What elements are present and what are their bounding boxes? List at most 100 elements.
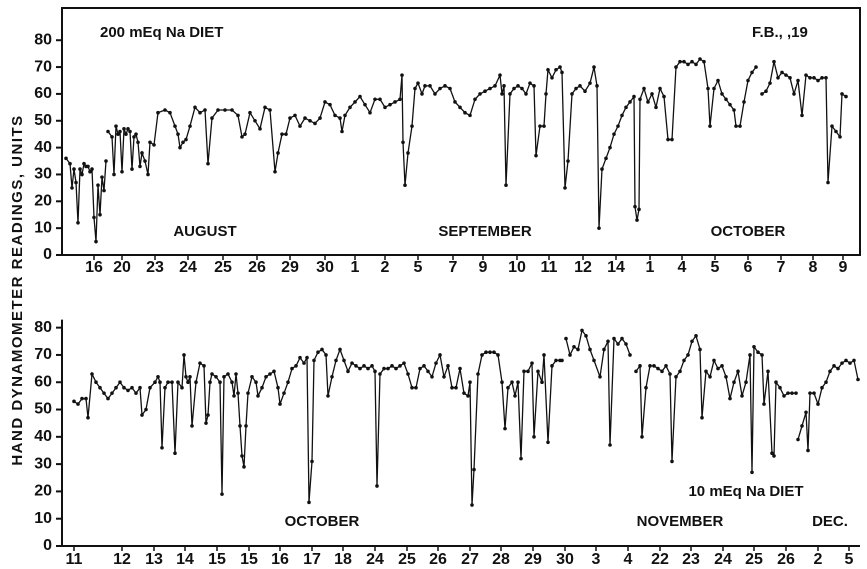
- x-tick-label: 5: [711, 259, 720, 276]
- data-point: [620, 113, 624, 118]
- x-tick-label: 9: [839, 259, 848, 276]
- data-point: [302, 361, 306, 365]
- data-point: [118, 129, 122, 134]
- data-point: [583, 89, 587, 94]
- data-point: [198, 110, 202, 115]
- data-point: [708, 374, 712, 379]
- data-point: [620, 336, 624, 341]
- data-point: [358, 94, 362, 99]
- data-point: [222, 374, 226, 379]
- data-point: [764, 89, 768, 94]
- data-point: [343, 113, 347, 118]
- data-point: [220, 492, 224, 496]
- data-point: [638, 364, 642, 368]
- data-point: [840, 92, 844, 96]
- data-point: [634, 369, 638, 374]
- data-point: [824, 380, 828, 385]
- data-point: [186, 380, 190, 385]
- data-point: [554, 67, 558, 72]
- y-tick-label: 0: [43, 246, 52, 263]
- data-point: [824, 76, 828, 80]
- data-point: [206, 161, 210, 166]
- data-point: [240, 454, 244, 458]
- data-point: [446, 364, 450, 368]
- data-point: [560, 70, 564, 75]
- data-point: [126, 388, 130, 393]
- data-point: [128, 129, 132, 134]
- x-tick-label: 24: [366, 551, 384, 568]
- data-point: [307, 500, 311, 505]
- data-point: [428, 84, 432, 88]
- data-point: [72, 167, 76, 171]
- data-point: [406, 372, 410, 376]
- data-point: [328, 102, 332, 107]
- data-point: [750, 70, 754, 75]
- data-point: [442, 374, 446, 379]
- data-point: [466, 394, 470, 398]
- y-tick-label: 70: [34, 58, 52, 75]
- data-point: [158, 380, 162, 385]
- data-point: [188, 374, 192, 379]
- data-point: [734, 124, 738, 128]
- data-point: [305, 355, 309, 360]
- x-tick-label: 12: [574, 259, 592, 276]
- x-tick-label: 28: [492, 551, 510, 568]
- data-point: [263, 105, 267, 110]
- data-point: [134, 132, 138, 136]
- data-point: [628, 100, 632, 104]
- data-point: [276, 385, 280, 390]
- data-point: [182, 353, 186, 357]
- data-point: [750, 470, 754, 475]
- data-point: [168, 110, 172, 115]
- data-point: [720, 92, 724, 96]
- x-tick-label: 2: [381, 259, 390, 276]
- data-point: [686, 62, 690, 67]
- x-tick-label: 17: [303, 551, 321, 568]
- data-point: [640, 435, 644, 439]
- data-point: [90, 372, 94, 376]
- data-point: [463, 110, 467, 115]
- data-point: [522, 369, 526, 374]
- x-tick-label: 2: [814, 551, 823, 568]
- data-point: [443, 84, 447, 88]
- data-point: [294, 364, 298, 368]
- data-point: [362, 364, 366, 368]
- data-point: [826, 180, 830, 185]
- data-point: [106, 396, 110, 401]
- data-point: [410, 124, 414, 128]
- data-point: [383, 105, 387, 110]
- data-point: [546, 67, 550, 72]
- data-point: [316, 350, 320, 355]
- data-point: [752, 344, 756, 349]
- data-point: [650, 92, 654, 96]
- data-point: [438, 86, 442, 91]
- data-point: [458, 105, 462, 110]
- y-tick-label: 50: [34, 112, 52, 129]
- data-point: [173, 124, 177, 128]
- x-tick-label: 30: [316, 259, 334, 276]
- data-point: [670, 137, 674, 142]
- data-point: [120, 169, 124, 174]
- data-point: [572, 344, 576, 349]
- data-point: [76, 220, 80, 225]
- data-point: [656, 366, 660, 371]
- annotation: F.B., ,19: [752, 24, 808, 41]
- data-point: [198, 361, 202, 365]
- data-point: [706, 86, 710, 91]
- data-point: [193, 105, 197, 110]
- data-point: [856, 377, 860, 382]
- data-point: [398, 364, 402, 368]
- data-point: [674, 374, 678, 379]
- x-tick-label: 27: [461, 551, 479, 568]
- data-point: [576, 347, 580, 352]
- data-point: [838, 135, 842, 139]
- data-line: [65, 58, 847, 242]
- data-point: [483, 89, 487, 94]
- x-tick-label: 23: [146, 259, 164, 276]
- data-point: [324, 353, 328, 357]
- data-point: [423, 84, 427, 88]
- data-point: [472, 467, 476, 472]
- data-point: [790, 391, 794, 395]
- data-point: [138, 164, 142, 169]
- annotation: 200 mEq Na DIET: [100, 24, 223, 41]
